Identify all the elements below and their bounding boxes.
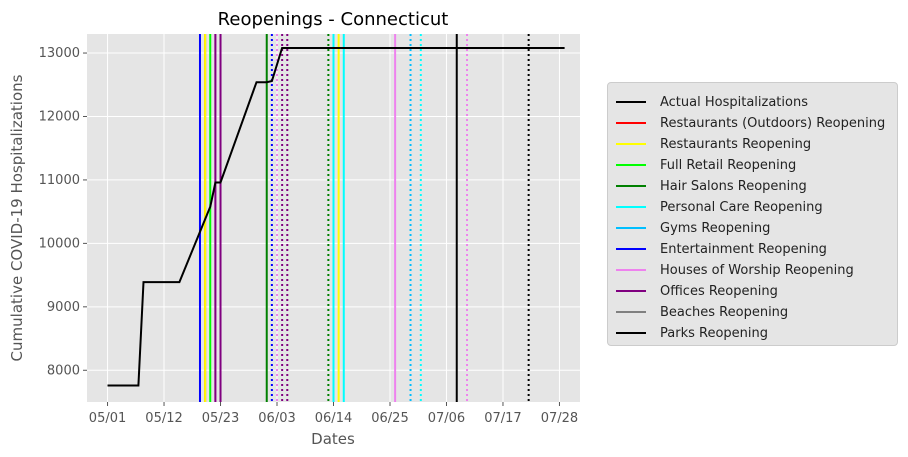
- legend-entry: Entertainment Reopening: [616, 240, 827, 258]
- legend-swatch: [616, 227, 646, 229]
- legend: Actual Hospitalizations Restaurants (Outd…: [607, 82, 898, 346]
- legend-swatch: [616, 269, 646, 271]
- legend-label: Gyms Reopening: [660, 220, 771, 236]
- x-tick-label: 07/28: [541, 411, 578, 426]
- x-tick-label: 05/12: [145, 411, 182, 426]
- x-tick-label: 05/01: [89, 411, 126, 426]
- x-axis-label: Dates: [311, 430, 355, 448]
- reopening-lines: [198, 34, 530, 402]
- legend-label: Beaches Reopening: [660, 304, 789, 320]
- legend-swatch: [616, 185, 646, 187]
- chart-title: Reopenings - Connecticut: [218, 9, 449, 30]
- legend-entry: Full Retail Reopening: [616, 156, 796, 174]
- x-tick-label: 07/06: [428, 411, 465, 426]
- legend-entry: Hair Salons Reopening: [616, 177, 807, 195]
- x-tick-label: 05/23: [202, 411, 239, 426]
- legend-label: Entertainment Reopening: [660, 241, 827, 257]
- legend-swatch: [616, 206, 646, 208]
- tick-labels: 8000 9000 10000 11000 12000 13000 05/01 05/12 05…: [39, 46, 579, 426]
- y-tick-label: 8000: [47, 363, 80, 378]
- legend-entry: Parks Reopening: [616, 324, 768, 342]
- y-tick-label: 10000: [39, 236, 80, 251]
- legend-swatch: [616, 101, 646, 103]
- legend-label: Actual Hospitalizations: [660, 94, 808, 110]
- legend-label: Parks Reopening: [660, 325, 768, 341]
- legend-entry: Offices Reopening: [616, 282, 778, 300]
- x-tick-label: 06/03: [258, 411, 295, 426]
- legend-swatch: [616, 332, 646, 334]
- legend-entry: Houses of Worship Reopening: [616, 261, 854, 279]
- y-tick-label: 11000: [39, 173, 80, 188]
- legend-label: Restaurants Reopening: [660, 136, 812, 152]
- x-tick-label: 06/25: [371, 411, 408, 426]
- y-axis-label: Cumulative COVID-19 Hospitalizations: [8, 74, 26, 361]
- legend-swatch: [616, 164, 646, 166]
- legend-label: Personal Care Reopening: [660, 199, 823, 215]
- x-tick-label: 06/14: [315, 411, 352, 426]
- legend-label: Houses of Worship Reopening: [660, 262, 854, 278]
- legend-swatch: [616, 311, 646, 313]
- legend-swatch: [616, 248, 646, 250]
- legend-entry: Beaches Reopening: [616, 303, 788, 321]
- hospitalizations-line: [107, 47, 565, 387]
- y-tick-label: 9000: [47, 300, 80, 315]
- legend-label: Restaurants (Outdoors) Reopening: [660, 115, 886, 131]
- legend-label: Offices Reopening: [660, 283, 778, 299]
- legend-swatch: [616, 290, 646, 292]
- legend-entry: Restaurants (Outdoors) Reopening: [616, 114, 885, 132]
- legend-entry: Restaurants Reopening: [616, 135, 811, 153]
- legend-label: Full Retail Reopening: [660, 157, 797, 173]
- legend-entry: Gyms Reopening: [616, 219, 770, 237]
- y-tick-label: 13000: [39, 46, 80, 61]
- series-group: [107, 47, 565, 387]
- legend-entry: Personal Care Reopening: [616, 198, 823, 216]
- legend-entry: Actual Hospitalizations: [616, 93, 808, 111]
- y-tick-label: 12000: [39, 109, 80, 124]
- legend-label: Hair Salons Reopening: [660, 178, 807, 194]
- legend-swatch: [616, 122, 646, 124]
- legend-swatch: [616, 143, 646, 145]
- x-tick-label: 07/17: [484, 411, 521, 426]
